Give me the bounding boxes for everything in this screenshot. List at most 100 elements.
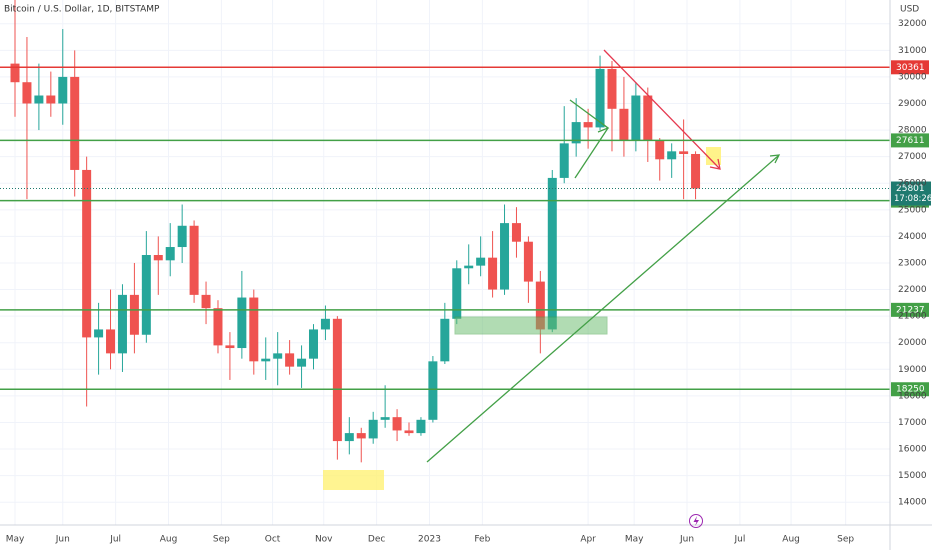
candle-body bbox=[273, 353, 283, 359]
candle-body bbox=[667, 151, 677, 160]
x-tick-label: Dec bbox=[368, 535, 385, 545]
trend-line bbox=[426, 155, 779, 463]
x-tick-label: Nov bbox=[315, 535, 333, 545]
candle-body bbox=[165, 247, 175, 261]
level-label: 21237 bbox=[896, 305, 925, 315]
candle-body bbox=[106, 329, 116, 354]
y-tick-label: 29000 bbox=[898, 99, 927, 109]
level-label-bg bbox=[891, 302, 929, 317]
candle-body bbox=[237, 297, 247, 349]
candle-body bbox=[595, 68, 605, 128]
candle-body bbox=[416, 419, 426, 434]
candle-body bbox=[404, 430, 414, 434]
y-tick-label: 16000 bbox=[898, 445, 927, 455]
candle-body bbox=[177, 225, 187, 248]
last-price-label: 25801 bbox=[896, 184, 925, 194]
candle-body bbox=[691, 153, 701, 189]
candle-body bbox=[380, 417, 390, 420]
candle-body bbox=[583, 122, 593, 128]
zone-box bbox=[454, 316, 608, 335]
level-label-bg bbox=[891, 60, 929, 75]
y-tick-label: 32000 bbox=[898, 19, 927, 29]
y-tick-label: 27000 bbox=[898, 152, 927, 162]
candle-body bbox=[58, 76, 68, 104]
y-axis-label: USD bbox=[900, 5, 919, 15]
level-label: 30361 bbox=[896, 63, 925, 73]
candle-body bbox=[46, 95, 56, 104]
y-tick-label: 19000 bbox=[898, 365, 927, 375]
candle-body bbox=[332, 318, 342, 442]
candle-body bbox=[368, 419, 378, 439]
x-tick-label: 2023 bbox=[418, 535, 441, 545]
y-tick-label: 18000 bbox=[898, 391, 927, 401]
x-tick-label: May bbox=[6, 535, 25, 545]
candle-body bbox=[344, 433, 354, 442]
candle-body bbox=[559, 143, 569, 178]
y-tick-label: 25000 bbox=[898, 205, 927, 215]
y-tick-label: 17000 bbox=[898, 418, 927, 428]
y-tick-label: 28000 bbox=[898, 126, 927, 136]
candle-body bbox=[141, 255, 151, 335]
x-tick-label: Apr bbox=[580, 535, 596, 545]
candle-body bbox=[440, 318, 450, 362]
grid bbox=[0, 0, 890, 525]
candle-body bbox=[500, 223, 510, 290]
candle-body bbox=[249, 297, 259, 362]
level-label: 27611 bbox=[896, 136, 925, 146]
x-tick-label: Jun bbox=[55, 535, 70, 545]
candle-body bbox=[523, 241, 533, 282]
candle-body bbox=[356, 433, 366, 439]
candle-body bbox=[34, 95, 44, 104]
candle-body bbox=[320, 318, 330, 330]
arrow-head bbox=[709, 158, 721, 170]
x-tick-label: Jul bbox=[733, 535, 745, 545]
candle-body bbox=[201, 294, 211, 309]
y-tick-label: 15000 bbox=[898, 471, 927, 481]
highlight-box bbox=[706, 147, 721, 165]
candle-body bbox=[535, 281, 545, 330]
candle-body bbox=[488, 257, 498, 290]
candle-body bbox=[285, 353, 295, 367]
candle-body bbox=[153, 255, 163, 261]
y-tick-label: 14000 bbox=[898, 498, 927, 508]
candle-body bbox=[476, 257, 486, 266]
candle-body bbox=[10, 63, 20, 83]
highlight-box bbox=[323, 470, 384, 490]
y-tick-label: 31000 bbox=[898, 46, 927, 56]
candle-body bbox=[464, 265, 474, 269]
y-tick-label: 20000 bbox=[898, 338, 927, 348]
arrow-head bbox=[769, 154, 781, 164]
candle-body bbox=[643, 95, 653, 141]
candle-body bbox=[631, 95, 641, 141]
x-tick-label: Sep bbox=[213, 535, 230, 545]
candle-body bbox=[452, 268, 462, 319]
candle-body bbox=[619, 108, 629, 141]
y-tick-label: 24000 bbox=[898, 232, 927, 242]
drawings bbox=[323, 49, 781, 490]
candle-body bbox=[225, 345, 235, 349]
candle-body bbox=[117, 294, 127, 354]
x-tick-label: Sep bbox=[837, 535, 854, 545]
candle-body bbox=[679, 151, 689, 154]
y-tick-label: 26000 bbox=[898, 179, 927, 189]
candle-body bbox=[571, 122, 581, 144]
candle-body bbox=[22, 82, 32, 104]
candle-body bbox=[428, 361, 438, 420]
level-label-bg bbox=[891, 133, 929, 148]
candle-body bbox=[655, 140, 665, 160]
icon bbox=[689, 514, 703, 528]
x-tick-label: May bbox=[625, 535, 644, 545]
countdown-label: 17:08:26 bbox=[894, 194, 932, 204]
candle-body bbox=[297, 358, 307, 367]
icon-circle bbox=[689, 514, 703, 528]
x-tick-label: Feb bbox=[474, 535, 490, 545]
x-tick-label: Aug bbox=[160, 535, 178, 545]
y-tick-label: 30000 bbox=[898, 72, 927, 82]
last-price-bg bbox=[891, 181, 931, 206]
candle-body bbox=[129, 294, 139, 335]
candle-body bbox=[94, 329, 104, 338]
levels: 30361276112534721237182502580117:08:26 bbox=[0, 60, 932, 397]
level-label-bg bbox=[891, 382, 929, 397]
